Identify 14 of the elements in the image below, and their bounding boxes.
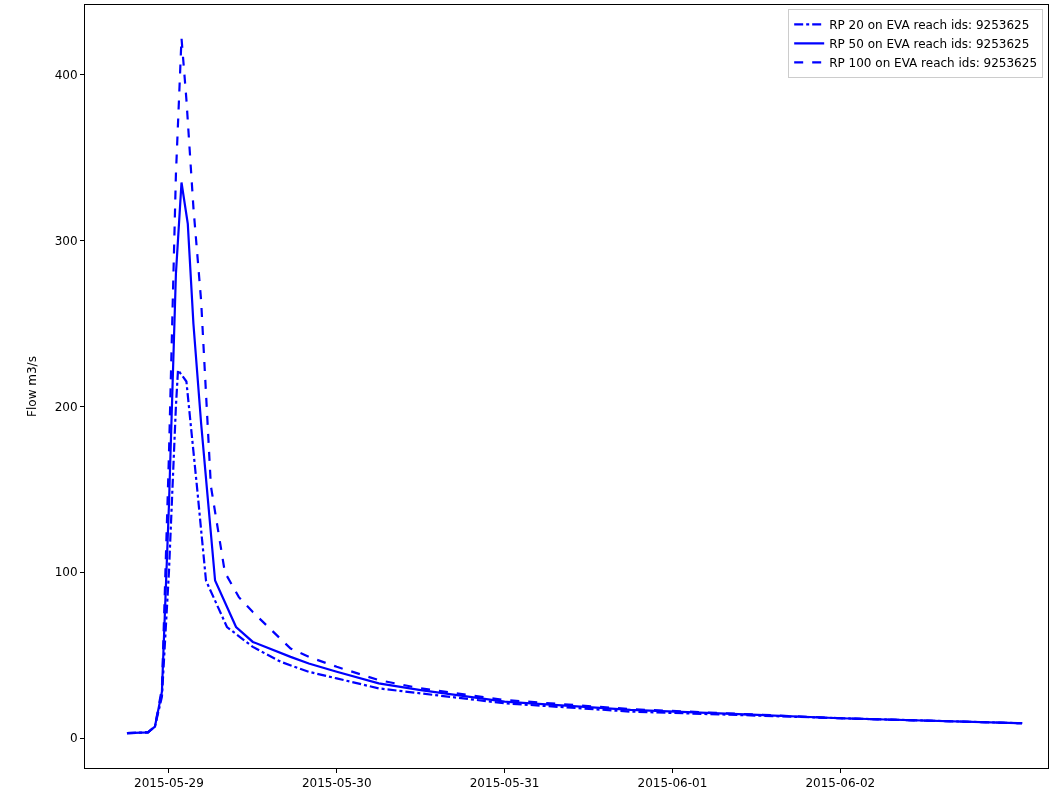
legend-label: RP 50 on EVA reach ids: 9253625 [829,36,1030,51]
legend-label: RP 20 on EVA reach ids: 9253625 [829,17,1030,32]
y-axis-title: Flow m3/s [24,356,39,417]
x-tick-label: 2015-05-30 [301,776,372,791]
y-tick-label: 100 [54,565,78,580]
x-tick-label: 2015-05-31 [469,776,540,791]
y-tick-label: 300 [54,233,78,248]
x-tick-label: 2015-06-02 [805,776,876,791]
x-tick-label: 2015-06-01 [637,776,708,791]
x-tick-label: 2015-05-29 [134,776,204,791]
y-tick-label: 400 [54,67,78,82]
y-tick-label: 0 [69,731,78,746]
y-tick-label: 200 [54,399,78,414]
legend-label: RP 100 on EVA reach ids: 9253625 [829,55,1038,70]
